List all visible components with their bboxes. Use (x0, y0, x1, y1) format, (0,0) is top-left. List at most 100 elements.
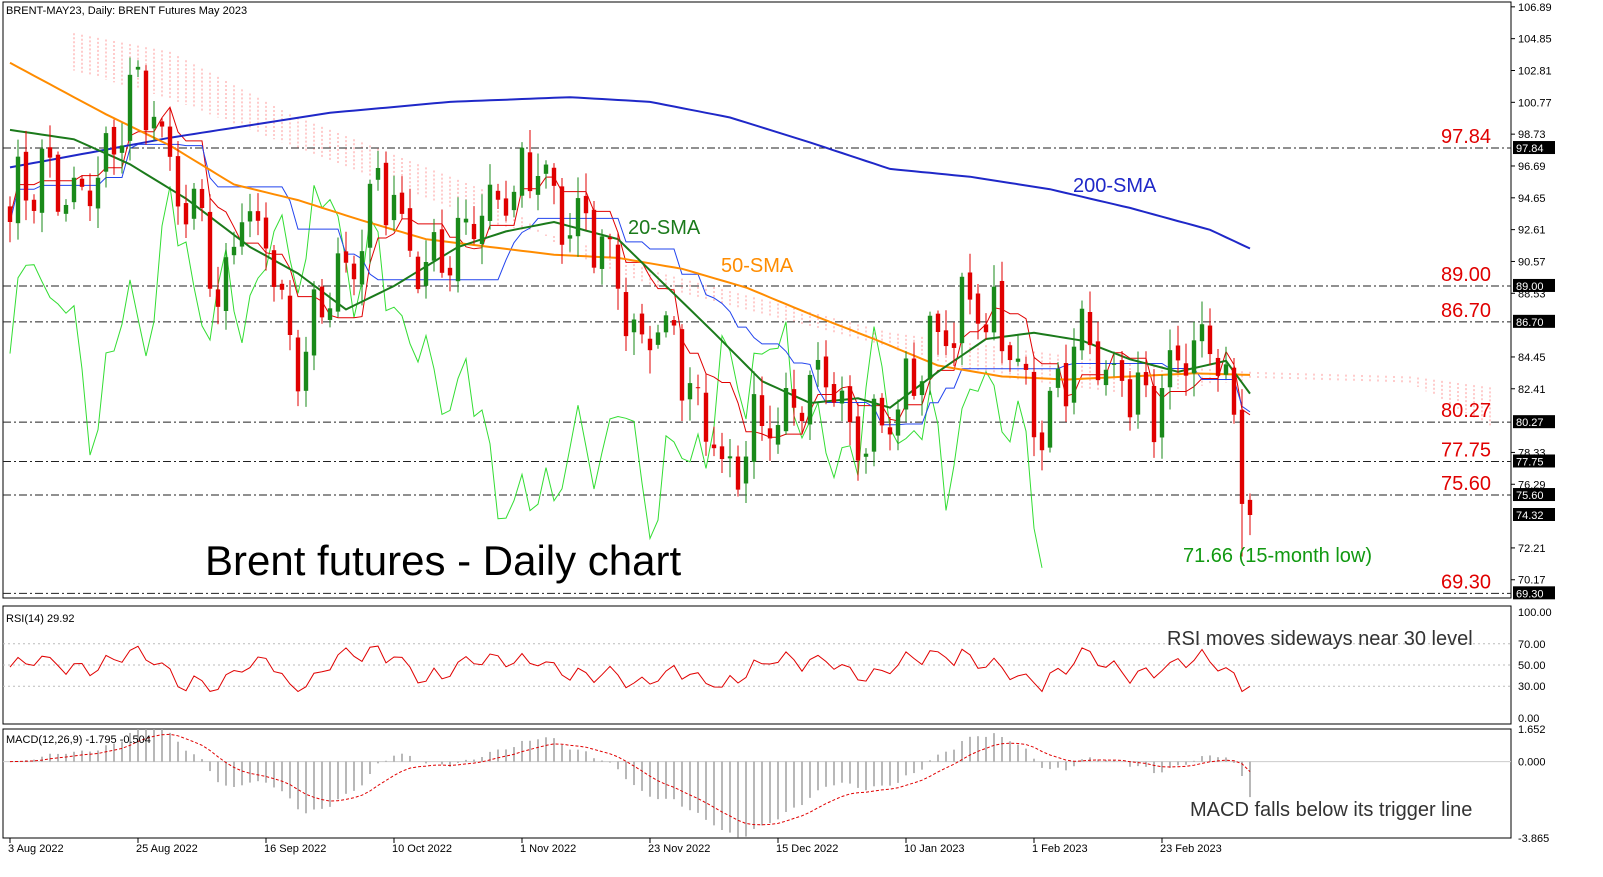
candle-body (343, 251, 349, 263)
level-label: 80.27 (1441, 400, 1491, 422)
level-label: 69.30 (1441, 571, 1491, 593)
candle-body (207, 211, 213, 289)
candle-body (783, 388, 789, 432)
candle-body (151, 116, 157, 129)
candle-body (647, 338, 653, 351)
ichimoku-cloud (73, 33, 1491, 427)
candle-body (951, 343, 957, 348)
level-axis-tag-text: 75.60 (1516, 490, 1544, 502)
candle-body (55, 154, 61, 212)
candle-body (127, 74, 133, 141)
price-tick-label: 92.61 (1518, 225, 1546, 237)
candle-body (1111, 363, 1117, 365)
candle-body (519, 147, 525, 196)
candle-body (719, 446, 725, 460)
price-tick-label: 102.81 (1518, 65, 1552, 77)
candle-body (1055, 368, 1061, 388)
candle-body (23, 151, 29, 201)
main-header: BRENT-MAY23, Daily: BRENT Futures May 20… (6, 5, 247, 17)
candle-body (639, 313, 645, 335)
candle-body (71, 177, 77, 203)
candle-body (1159, 388, 1165, 438)
candle-body (1095, 341, 1101, 381)
candle-body (143, 70, 149, 131)
candle-body (879, 397, 885, 426)
level-axis-tag-text: 89.00 (1516, 281, 1544, 293)
macd-tick-label: 1.652 (1518, 724, 1546, 736)
candle-body (903, 358, 909, 410)
candle-body (1231, 367, 1237, 415)
macd-tick-label: 0.000 (1518, 757, 1546, 769)
candle-body (847, 386, 853, 423)
candle-body (1047, 390, 1053, 448)
candle-body (1143, 372, 1149, 386)
candle-body (775, 425, 781, 445)
price-panel-frame (2, 1, 1512, 599)
price-tick-label: 90.57 (1518, 256, 1546, 268)
rsi-tick-label: 0.00 (1518, 713, 1539, 725)
price-tick-label: 94.65 (1518, 193, 1546, 205)
candle-body (287, 295, 293, 335)
price-tick-label: 106.89 (1518, 2, 1552, 14)
candle-body (1199, 324, 1205, 342)
level-axis-tag-text: 69.30 (1516, 588, 1544, 600)
candle-body (695, 387, 701, 389)
candle-body (543, 164, 549, 174)
candle-body (1063, 363, 1069, 407)
candle-body (95, 177, 101, 209)
candle-body (1087, 311, 1093, 346)
candle-body (1183, 363, 1189, 376)
low-annotation: 71.66 (15-month low) (1183, 545, 1372, 567)
candle-body (39, 148, 45, 213)
candle-body (407, 208, 413, 251)
candle-body (391, 194, 397, 221)
date-tick-label: 3 Aug 2022 (8, 843, 64, 855)
candle-body (711, 444, 717, 449)
candle-body (991, 286, 997, 333)
candle-body (327, 308, 333, 320)
candle-body (599, 236, 605, 269)
level-axis-tag (1513, 415, 1555, 429)
level-label: 89.00 (1441, 264, 1491, 286)
level-axis-tag (1513, 278, 1555, 292)
rsi-annotation: RSI moves sideways near 30 level (1167, 628, 1473, 650)
candle-body (263, 217, 269, 249)
candle-body (447, 267, 453, 276)
candle-body (631, 319, 637, 333)
candle-body (759, 395, 765, 427)
candle-body (15, 156, 21, 224)
level-axis-tag (1513, 314, 1555, 328)
candle-body (375, 167, 381, 180)
candle-body (271, 250, 277, 287)
candle-body (1103, 369, 1109, 386)
candle-body (511, 191, 517, 211)
candle-body (1207, 325, 1213, 355)
candle-body (311, 289, 317, 356)
axes: 106.89 104.85 102.81 100.77 98.73 96.69 94.65 9… (8, 2, 1555, 855)
candle-body (967, 272, 973, 300)
current-price-label: 74.32 (1516, 510, 1544, 522)
rsi-tick-label: 30.00 (1518, 681, 1546, 693)
kijun-line (9, 143, 1251, 426)
level-axis-tag-text: 97.84 (1516, 143, 1544, 155)
candle-body (911, 358, 917, 396)
candle-body (279, 283, 285, 290)
sma20-label: 20-SMA (628, 217, 701, 239)
candle-body (887, 427, 893, 435)
candle-body (1119, 360, 1125, 381)
level-label: 77.75 (1441, 439, 1491, 461)
candle-body (319, 286, 325, 318)
rsi-header: RSI(14) 29.92 (6, 613, 74, 625)
rsi-tick-label: 100.00 (1518, 607, 1552, 619)
horizontal-levels: 97.84 97.84 89.00 89.00 86.70 86.70 80.27 80.27… (3, 126, 1555, 600)
candle-body (367, 183, 373, 248)
macd-panel: 1.652 0.000 -3.865 (3, 724, 1549, 845)
level-axis-tag (1513, 454, 1555, 468)
tenkan-line (9, 106, 1251, 438)
macd-annotation: MACD falls below its trigger line (1190, 799, 1472, 821)
candle-body (703, 392, 709, 442)
candle-body (1023, 363, 1029, 370)
candle-body (431, 232, 437, 261)
candle-body (1239, 409, 1245, 504)
candle-body (1127, 379, 1133, 418)
